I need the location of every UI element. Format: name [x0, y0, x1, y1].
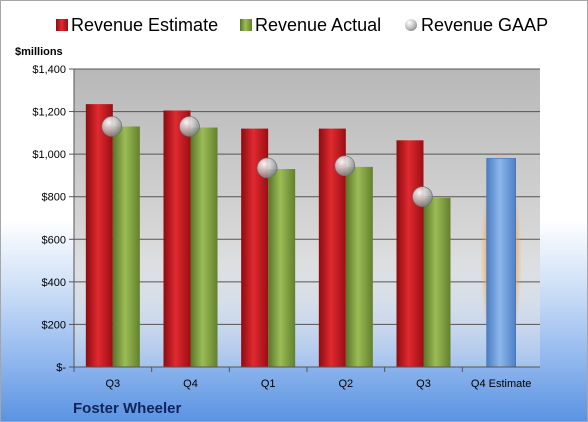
y-axis-ticks: $- $200 $400 $600 $800 $1,000 $1,200 $1,400 [32, 64, 74, 374]
marker-revenue-gaap-3 [334, 155, 356, 177]
legend-label-revenue-gaap: Revenue GAAP [421, 15, 548, 35]
y-tick-label: $800 [42, 192, 66, 204]
y-tick-label: $200 [42, 319, 66, 331]
marker-revenue-gaap-4 [412, 186, 433, 208]
marker-revenue-gaap-2 [256, 157, 278, 179]
y-tick-label: $1,200 [32, 107, 66, 119]
y-tick-label: $400 [42, 277, 66, 289]
y-tick-label: $- [56, 362, 66, 374]
plot-area [74, 69, 540, 367]
legend: Revenue Estimate Revenue Actual Revenue … [56, 15, 548, 35]
bar-revenue-actual-2 [268, 169, 296, 367]
x-tick-label-q4-estimate: Q4 Estimate [471, 378, 532, 390]
legend-label-revenue-actual: Revenue Actual [255, 15, 381, 35]
gridlines [73, 68, 540, 368]
y-tick-label: $1,400 [32, 64, 66, 76]
y-axis-unit-label: $millions [15, 46, 63, 58]
x-tick-label-q4: Q4 [183, 378, 198, 390]
bar-revenue-estimate-4 [396, 140, 424, 367]
legend-swatch-revenue-estimate [56, 19, 68, 31]
bar-q4-estimate [486, 158, 516, 368]
y-tick-label: $600 [42, 234, 66, 246]
legend-swatch-revenue-gaap [405, 19, 417, 31]
x-tick-label-q1: Q1 [261, 378, 276, 390]
x-tick-label-q3: Q3 [105, 378, 120, 390]
bar-revenue-actual-0 [112, 126, 140, 367]
legend-swatch-revenue-actual [240, 19, 252, 31]
x-tick-label-q3: Q3 [416, 378, 431, 390]
marker-revenue-gaap-1 [179, 116, 200, 137]
x-tick-label-q2: Q2 [338, 378, 353, 390]
y-tick-label: $1,000 [32, 149, 66, 161]
bar-revenue-actual-3 [345, 166, 373, 367]
bar-revenue-actual-4 [423, 197, 451, 367]
bar-revenue-estimate-0 [85, 104, 113, 367]
bars [85, 104, 522, 368]
bar-revenue-actual-1 [190, 127, 218, 368]
marker-revenue-gaap-0 [101, 116, 123, 137]
bar-revenue-estimate-1 [163, 110, 191, 367]
x-axis-ticks: Q3 Q4 Q1 Q2 Q3 Q4 Estimate [73, 366, 540, 390]
legend-label-revenue-estimate: Revenue Estimate [71, 15, 218, 35]
company-name: Foster Wheeler [73, 400, 182, 417]
